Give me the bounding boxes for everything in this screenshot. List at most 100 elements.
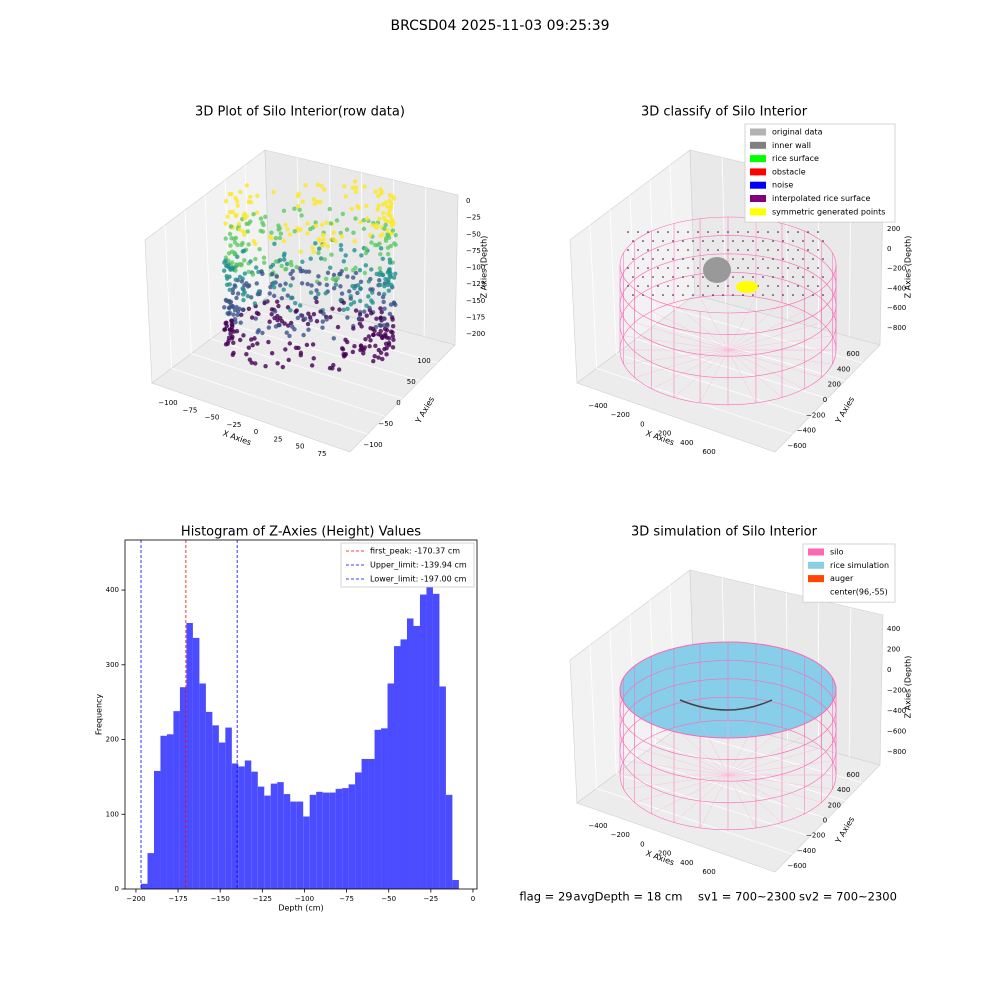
y-tick-label: 200 — [828, 381, 841, 389]
decor-point — [772, 240, 774, 242]
silo-wire — [727, 774, 757, 829]
y-tick-label: 200 — [828, 801, 841, 809]
decor-point — [637, 267, 639, 269]
decor-point — [263, 214, 268, 220]
decor-point — [812, 294, 814, 296]
bar — [283, 794, 291, 889]
decor-point — [233, 235, 239, 241]
decor-point — [305, 231, 310, 236]
decor-point — [269, 312, 274, 317]
decor-point — [797, 285, 799, 287]
decor-point — [697, 249, 699, 251]
decor-point — [767, 267, 769, 269]
decor-point — [283, 267, 288, 272]
silo-wire — [673, 302, 729, 351]
silo-wire — [727, 310, 805, 351]
decor-point — [278, 231, 284, 236]
z-tick-label: −800 — [887, 748, 906, 756]
z-axis-label: Z Axies (Depth) — [480, 236, 489, 299]
decor-point — [381, 323, 387, 328]
decor-point — [347, 289, 352, 294]
decor-point — [331, 336, 336, 341]
decor-point — [817, 231, 819, 233]
decor-point — [381, 215, 387, 221]
decor-point — [349, 206, 354, 212]
decor-point — [362, 270, 368, 276]
silo-ring — [619, 719, 837, 831]
silo-ring — [619, 216, 837, 314]
decor-point — [335, 324, 341, 330]
y-tick-label: 100 — [106, 810, 119, 818]
decor-point — [367, 305, 372, 311]
decor-point — [369, 298, 374, 303]
decor-point — [223, 221, 228, 226]
silo-wire — [727, 322, 822, 351]
silo-wire — [673, 349, 729, 398]
decor-point — [227, 231, 233, 237]
decor-point — [762, 294, 764, 296]
decor-point — [335, 276, 340, 281]
decor-point — [812, 258, 814, 260]
decor-point — [391, 196, 397, 201]
decor-point — [250, 272, 256, 277]
decor-point — [253, 256, 258, 262]
decor-point — [376, 203, 381, 209]
y-tick-label: −400 — [797, 847, 816, 855]
decor-point — [283, 222, 288, 228]
decor-point — [237, 227, 243, 232]
decor-point — [363, 336, 368, 342]
decor-point — [817, 249, 819, 251]
decor-point — [338, 284, 343, 289]
decor-point — [350, 275, 356, 280]
decor-point — [342, 184, 347, 189]
decor-point — [822, 258, 824, 260]
decor-point — [632, 240, 634, 242]
decor-point — [378, 328, 383, 334]
y-tick-label: 200 — [106, 736, 119, 744]
decor-point — [233, 319, 238, 325]
decor-point — [380, 294, 386, 300]
z-tick-label: −600 — [887, 304, 906, 312]
decor-point — [627, 249, 629, 251]
decor-point — [357, 312, 363, 317]
decor-point — [281, 238, 287, 244]
bar — [406, 618, 414, 889]
decor-point — [223, 258, 228, 263]
decor-point — [369, 267, 374, 272]
decor-point — [752, 276, 754, 278]
decor-point — [358, 279, 364, 284]
decor-point — [227, 282, 232, 287]
decor-point — [230, 290, 236, 296]
pane-grid — [423, 187, 427, 337]
decor-point — [361, 218, 366, 223]
decor-point — [667, 285, 669, 287]
decor-point — [747, 249, 749, 251]
decor-point — [305, 281, 310, 287]
silo-wire — [727, 349, 783, 398]
decor-point — [290, 276, 295, 281]
z-tick-label: 200 — [887, 646, 900, 654]
decor-point — [255, 193, 260, 199]
decor-point — [254, 281, 259, 286]
decor-point — [353, 270, 359, 276]
decor-point — [657, 285, 659, 287]
decor-point — [782, 240, 784, 242]
decor-point — [652, 258, 654, 260]
decor-point — [627, 231, 629, 233]
decor-point — [267, 291, 272, 296]
decor-point — [319, 222, 325, 228]
decor-point — [383, 200, 388, 205]
decor-point — [362, 309, 367, 314]
decor-point — [822, 276, 824, 278]
decor-point — [707, 231, 709, 233]
decor-point — [652, 294, 654, 296]
decor-point — [227, 209, 233, 215]
decor-point — [299, 213, 304, 218]
decor-point — [752, 294, 754, 296]
pane-grid — [210, 338, 403, 399]
decor-point — [385, 251, 391, 257]
decor-point — [223, 236, 228, 241]
decor-point — [327, 265, 333, 270]
z-tick-label: −800 — [887, 324, 906, 332]
decor-point — [358, 343, 364, 348]
